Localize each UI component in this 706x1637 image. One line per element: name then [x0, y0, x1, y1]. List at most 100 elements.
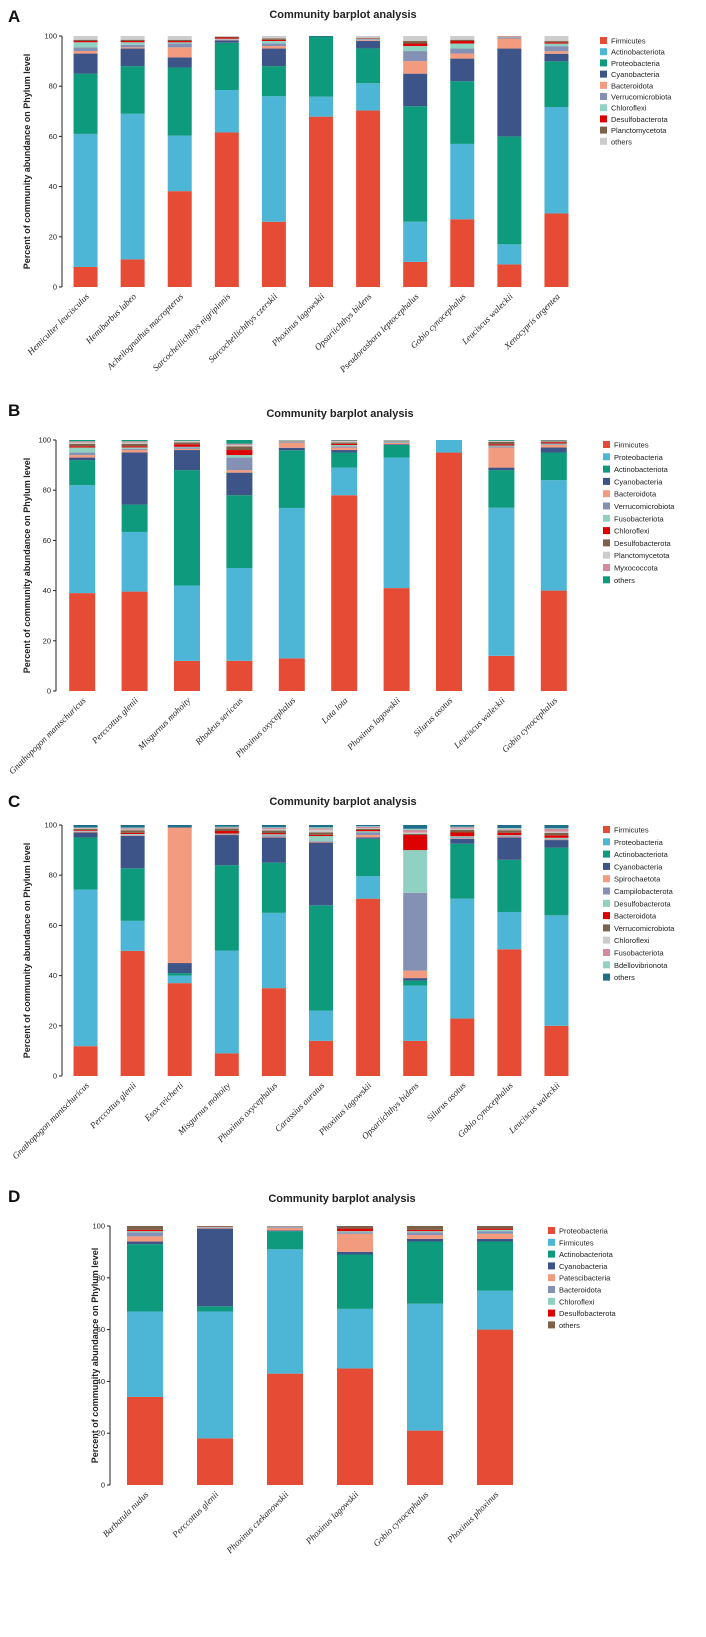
bar-segment-actinobacteriota	[544, 106, 569, 214]
bar-segment-cyanobacteria	[337, 1251, 373, 1255]
bar-segment-firmicutes	[477, 1290, 513, 1330]
bar-segment-chloroflexi	[497, 829, 522, 831]
legend-swatch	[600, 126, 607, 134]
bar-segment-verrucomicrobiota	[544, 46, 569, 52]
bar-segment-proteobacteria	[214, 950, 239, 1054]
bar-segment-cyanobacteria	[121, 452, 148, 505]
bar-segment-chloroflexi	[337, 1231, 373, 1233]
bar-segment-cyanobacteria	[309, 842, 333, 906]
bar-segment-others	[356, 825, 381, 827]
bar-segment-others	[127, 1226, 163, 1230]
bar-segment-fusobacteriota	[214, 827, 239, 829]
category-label: Pseudorasbora leptocephalus	[337, 291, 421, 375]
bar-segment-firmicutes	[69, 593, 96, 691]
bar-segment-firmicutes	[544, 1025, 569, 1076]
bar-segment-verrucomicrobiota	[540, 444, 567, 446]
bar-segment-proteobacteria	[450, 898, 475, 1019]
legend-label: Firmicutes	[614, 441, 649, 450]
bar-segment-bacteroidota	[450, 53, 475, 59]
bar-segment-firmicutes	[337, 1308, 373, 1369]
bar-segment-bdellovibrionota	[450, 826, 475, 828]
bar-segment-cyanobacteria	[120, 835, 145, 869]
bar-segment-proteobacteria	[120, 920, 145, 951]
bar-segment-firmicutes	[267, 1249, 303, 1374]
bar-segment-bacteroidota	[450, 832, 475, 837]
legend-label: Proteobacteria	[614, 453, 664, 462]
bar-segment-fusobacteriota	[121, 447, 148, 449]
legend-label: Cyanobacteria	[559, 1262, 608, 1271]
bar-segment-campilobacterota	[497, 835, 522, 837]
bar-segment-bacteroidota	[356, 40, 381, 41]
y-tick-label: 40	[97, 1377, 105, 1386]
bar-segment-bacteroidota	[261, 46, 286, 49]
bar-segment-firmicutes	[436, 452, 462, 691]
bar-segment-cyanobacteria	[214, 835, 239, 866]
bar-segment-firmicutes	[73, 266, 98, 287]
legend-label: Chloroflexi	[614, 527, 650, 536]
bar-segment-firmicutes	[356, 110, 381, 287]
bar-segment-desulfobacterota	[121, 443, 148, 447]
bar-segment-proteobacteria	[477, 1329, 513, 1485]
bar-segment-firmicutes	[120, 950, 145, 1076]
bar-segment-cyanobacteria	[544, 840, 569, 848]
legend-swatch	[603, 527, 610, 535]
bar-segment-patescibacteria	[127, 1236, 163, 1242]
bar-segment-others	[407, 1226, 443, 1230]
bar-segment-proteobacteria	[544, 915, 569, 1026]
bar-segment-chloroflexi	[120, 829, 145, 831]
bar-segment-planctomycetota	[226, 445, 253, 447]
category-label: Gnathopogon mantschuricus	[10, 1080, 91, 1161]
bar-segment-chloroflexi	[267, 1226, 303, 1228]
y-tick-label: 60	[97, 1325, 105, 1334]
bar-segment-proteobacteria	[73, 889, 98, 1047]
bar-segment-desulfobacterota	[497, 835, 522, 836]
bar-segment-myxococcota	[488, 440, 515, 442]
bar-segment-fusobacteriota	[383, 441, 410, 443]
category-label: Carassius auratus	[273, 1080, 327, 1134]
bar-segment-firmicutes	[278, 658, 305, 691]
legend-swatch	[600, 59, 607, 67]
bar-segment-actinobacteriota	[261, 862, 286, 913]
bar-segment-chloroflexi	[261, 829, 286, 831]
bar-segment-verrucomicrobiota	[120, 830, 145, 833]
y-tick-label: 60	[49, 132, 57, 141]
category-label: Leuciscus waleckii	[506, 1080, 562, 1136]
bar-segment-fusobacteriota	[226, 455, 253, 458]
bar-segment-others	[73, 825, 98, 828]
bar-segment-actinobacteriota	[540, 452, 567, 481]
bar-segment-cyanobacteria	[261, 837, 286, 863]
bar-segment-firmicutes	[403, 1040, 428, 1076]
bar-segment-actinobacteriota	[450, 843, 475, 899]
bar-segment-proteobacteria	[540, 480, 567, 591]
legend-label: Desulfobacterota	[614, 899, 672, 908]
legend-label: Proteobacteria	[611, 59, 661, 68]
bar-segment-desulfobacterota	[226, 446, 253, 451]
bar-segment-verrucomicrobiota	[497, 37, 522, 39]
legend-swatch	[603, 539, 610, 547]
bar-segment-firmicutes	[450, 1018, 475, 1076]
bar-segment-fusobacteriota	[488, 445, 515, 447]
bar-segment-chloroflexi	[544, 831, 569, 833]
bar-segment-cyanobacteria	[383, 444, 410, 446]
bar-segment-cyanobacteria	[214, 40, 239, 43]
bar-segment-chloroflexi	[497, 36, 522, 38]
bar-segment-cyanobacteria	[261, 48, 286, 67]
bar-segment-verrucomicrobiota	[214, 828, 239, 832]
bar-segment-cyanobacteria	[309, 36, 333, 37]
bar-segment-planctomycetota	[488, 441, 515, 442]
bar-segment-cyanobacteria	[403, 73, 428, 107]
bar-segment-desulfobacterota	[544, 837, 569, 840]
bar-segment-verrucomicrobiota	[309, 832, 333, 835]
legend-label: Planctomycetota	[611, 126, 667, 135]
bar-segment-bacteroidota	[497, 38, 522, 49]
bar-segment-proteobacteria	[167, 975, 192, 984]
bar-segment-bacteroidota	[383, 443, 410, 445]
legend-swatch	[600, 37, 607, 44]
bar-segment-others	[403, 825, 428, 829]
bar-segment-others	[356, 36, 381, 38]
bar-segment-fusobacteriota	[331, 445, 358, 447]
bar-segment-others	[167, 36, 192, 40]
bar-segment-bacteroidota	[407, 1232, 443, 1236]
bar-segment-firmicutes	[450, 219, 475, 287]
legend-label: Fusobacteriota	[614, 514, 664, 523]
